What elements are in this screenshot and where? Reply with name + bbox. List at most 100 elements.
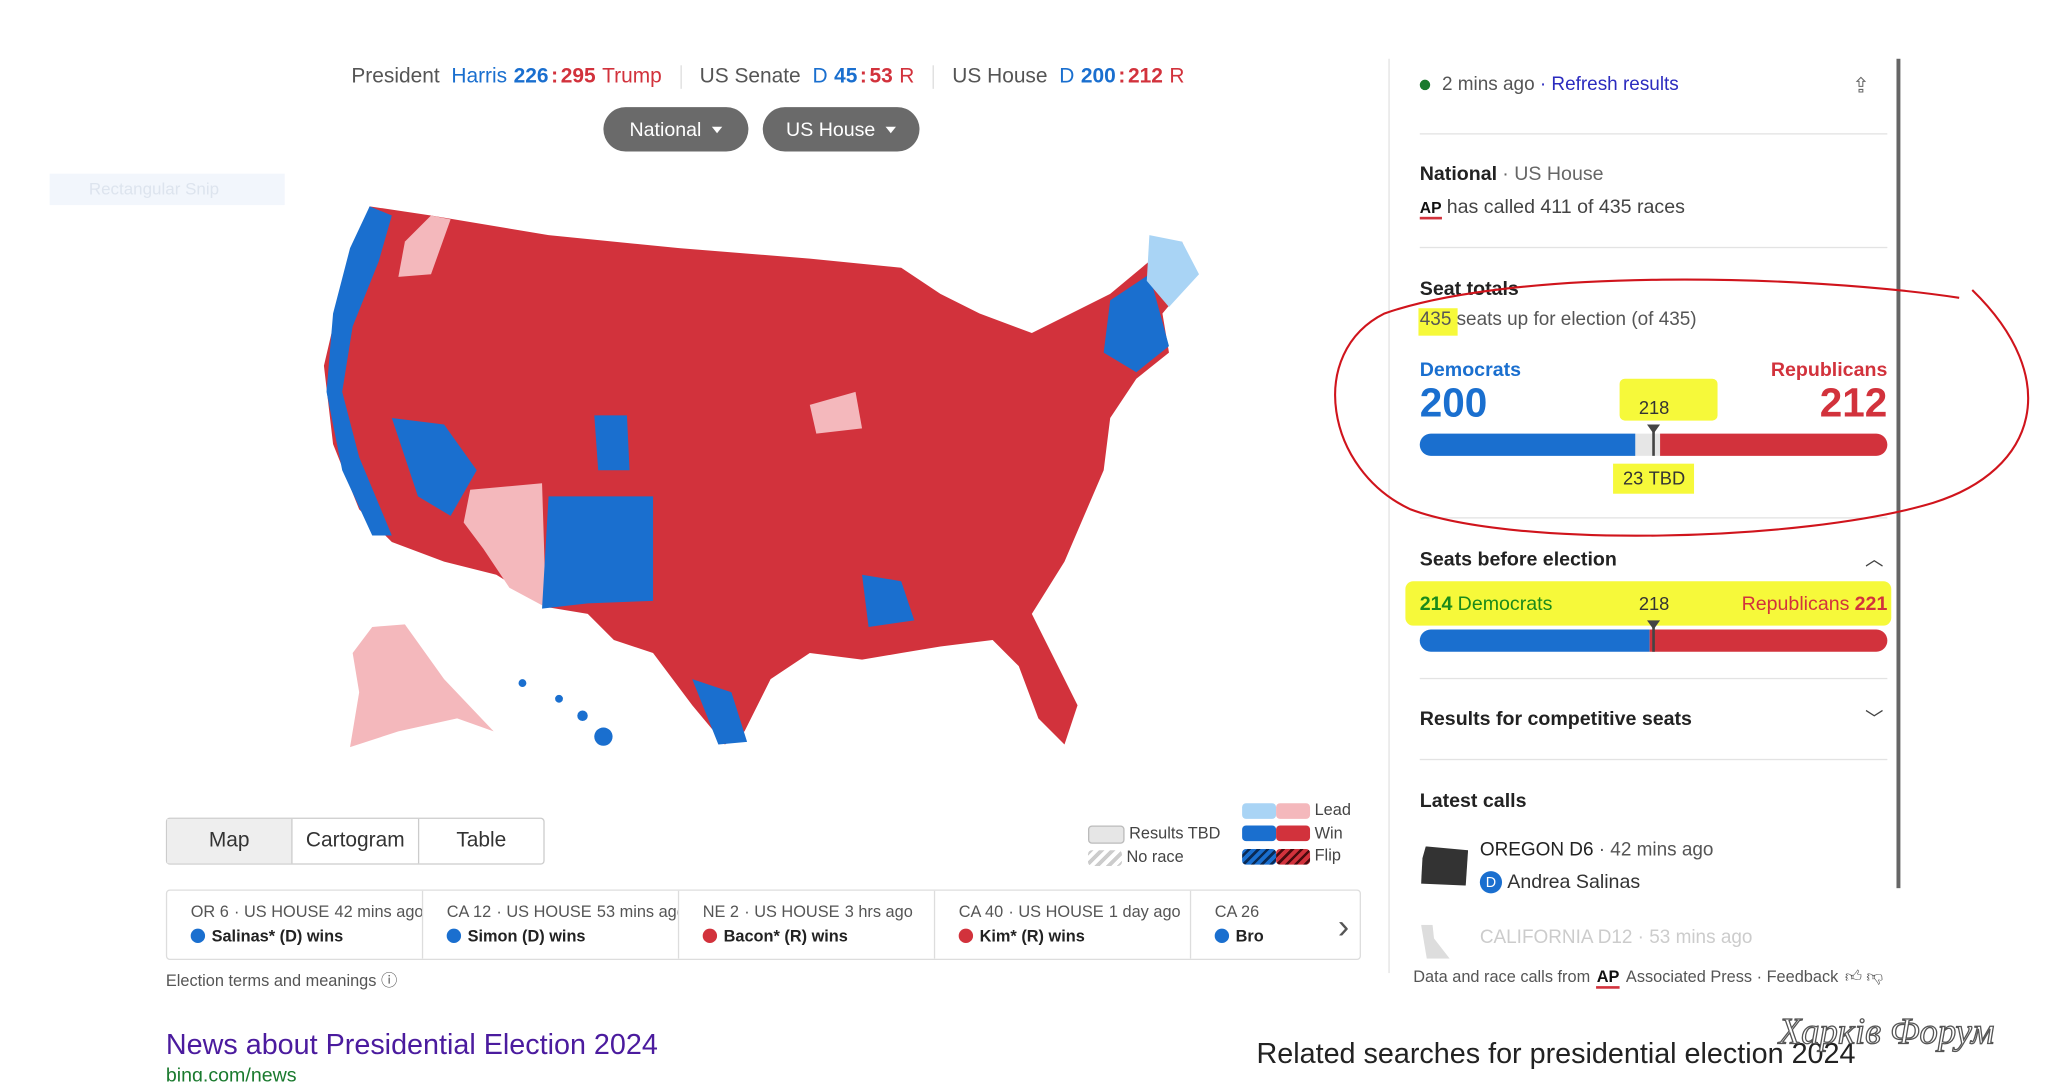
map-region [398, 215, 451, 277]
swatch [1276, 825, 1311, 842]
tbd-segment [1634, 433, 1660, 456]
map-region [326, 206, 392, 536]
dropdown-label: US House [786, 118, 876, 141]
race-label: President [351, 65, 440, 88]
before-dem-seats: 214 [1419, 592, 1453, 616]
call-district: CALIFORNIA D12 [1479, 927, 1633, 949]
seats-up-number: 435 [1419, 309, 1452, 331]
source-rest[interactable]: Associated Press · Feedback [1625, 967, 1839, 987]
map-region [1103, 274, 1169, 373]
ticker-district: OR 6 [190, 902, 229, 921]
ticker-time: 1 day ago [1108, 902, 1181, 921]
tab[interactable]: Table [456, 829, 507, 852]
ticker-item[interactable]: CA 40 · US HOUSE 1 day ago Kim* (R) wins [935, 890, 1192, 959]
tbd-label: 23 TBD [1623, 468, 1685, 489]
race-summary: President Harris 226:295 Trump US Senate D 45:… [351, 65, 1184, 89]
dropdown-label: National [629, 118, 702, 141]
ticker-time: 53 mins ago [596, 902, 680, 921]
seat-bar [1419, 424, 1888, 456]
dropdown[interactable]: National [603, 107, 749, 152]
separator-bar [680, 65, 682, 89]
ticker-race: · US HOUSE [1008, 902, 1104, 921]
score-separator: : [551, 65, 559, 88]
tab[interactable]: Cartogram [293, 818, 420, 864]
us-map [323, 206, 1200, 748]
ticker-time: 3 hrs ago [844, 902, 913, 921]
seat-bar [1419, 620, 1888, 652]
majority-line [1652, 621, 1656, 652]
majority-pin [1647, 424, 1661, 434]
section-title[interactable]: Results for competitive seats [1419, 707, 1692, 731]
ticker-item[interactable]: OR 6 · US HOUSE 42 mins ago Salinas* (D) wi… [167, 890, 424, 959]
legend-label: Flip [1314, 846, 1341, 865]
ticker-item[interactable]: CA 26 Bro [1191, 891, 1360, 959]
party-badge: D [1479, 871, 1503, 894]
share-icon[interactable]: ⇪ [1852, 75, 1870, 98]
before-dem-label: Democrats [1457, 592, 1553, 616]
called: AP has called 411 of 435 races [1419, 195, 1685, 220]
dem-count: 45 [834, 65, 858, 88]
map-region [555, 694, 563, 703]
rep-name: Trump [602, 65, 662, 88]
ticker-district: CA 12 [446, 902, 492, 921]
tab[interactable]: Map [167, 818, 293, 864]
called-text: has called 411 of 435 races [1446, 195, 1685, 219]
ticker-winner-row: Salinas* (D) wins [190, 927, 422, 946]
state-icon [1421, 924, 1450, 959]
legend: Lead Win Flip [1242, 799, 1351, 868]
expand-icon[interactable]: ﹀ [1865, 707, 1884, 729]
majority-label: 218 [1638, 397, 1670, 418]
map-region [463, 483, 546, 608]
view-tabs: Map Cartogram Table [165, 817, 545, 865]
map-region [692, 679, 748, 745]
legend-item: Flip [1242, 845, 1351, 868]
dem-name: D [1059, 65, 1075, 88]
divider [1419, 677, 1888, 680]
swatch [1276, 848, 1311, 865]
source: Data and race calls from AP Associated Pre… [1413, 968, 1883, 989]
scrollbar[interactable] [1896, 58, 1901, 889]
race-label: US Senate [699, 65, 801, 88]
scope-title: National [1419, 163, 1498, 186]
news-title[interactable]: News about Presidential Election 2024 [165, 1027, 658, 1061]
scope: National · US House [1420, 163, 1604, 185]
separator-bar [932, 65, 934, 89]
call-item: CALIFORNIA D12 · 53 mins ago [1480, 927, 1753, 948]
ap-logo: AP [1596, 968, 1620, 989]
ticker-district: NE 2 [702, 902, 739, 921]
map-region [518, 679, 527, 688]
ticker-winner: Bro [1235, 927, 1264, 946]
collapse-icon[interactable]: ︿ [1865, 548, 1884, 570]
rep-name: R [1169, 65, 1185, 88]
party-dot [702, 928, 718, 944]
section-title: Seat totals [1419, 278, 1519, 301]
tbd-count: 23 [1623, 467, 1644, 489]
party-dot [190, 928, 206, 944]
rep-segment [1659, 433, 1888, 456]
terms-link[interactable]: Election terms and meanings ⓘ [165, 971, 398, 991]
ticker-winner: Salinas* (D) wins [211, 927, 344, 946]
refresh-link[interactable]: · Refresh results [1539, 74, 1679, 96]
ticker-item[interactable]: NE 2 · US HOUSE 3 hrs ago Bacon* (R) wins [679, 890, 936, 959]
next-arrow[interactable]: › [1337, 906, 1350, 947]
ticker-meta: CA 26 [1214, 902, 1360, 921]
caret [885, 126, 897, 133]
state-icon [1421, 846, 1469, 886]
dem-count: 226 [513, 65, 549, 88]
divider [1419, 246, 1888, 249]
call-name: Andrea Salinas [1507, 871, 1641, 894]
ap-logo: AP [1419, 199, 1442, 220]
dropdown[interactable]: US House [762, 107, 920, 152]
legend-label: Lead [1314, 800, 1351, 819]
ticker-item[interactable]: CA 12 · US HOUSE 53 mins ago Simon (D) wins [423, 890, 680, 959]
ticker-meta: CA 40 · US HOUSE 1 day ago [959, 903, 1190, 921]
watermark: Харків Форум [1778, 1012, 1995, 1054]
swatch [1276, 802, 1311, 819]
call-time: · 42 mins ago [1598, 839, 1714, 861]
thumbs[interactable]: 👍︎ 👎︎ [1844, 967, 1883, 987]
ticker-race: · US HOUSE [496, 902, 592, 921]
ticker-district: CA 26 [1214, 902, 1260, 921]
dem-segment [1419, 433, 1635, 456]
ticker-winner-row: Bro [1214, 927, 1360, 946]
map-region [391, 417, 477, 516]
